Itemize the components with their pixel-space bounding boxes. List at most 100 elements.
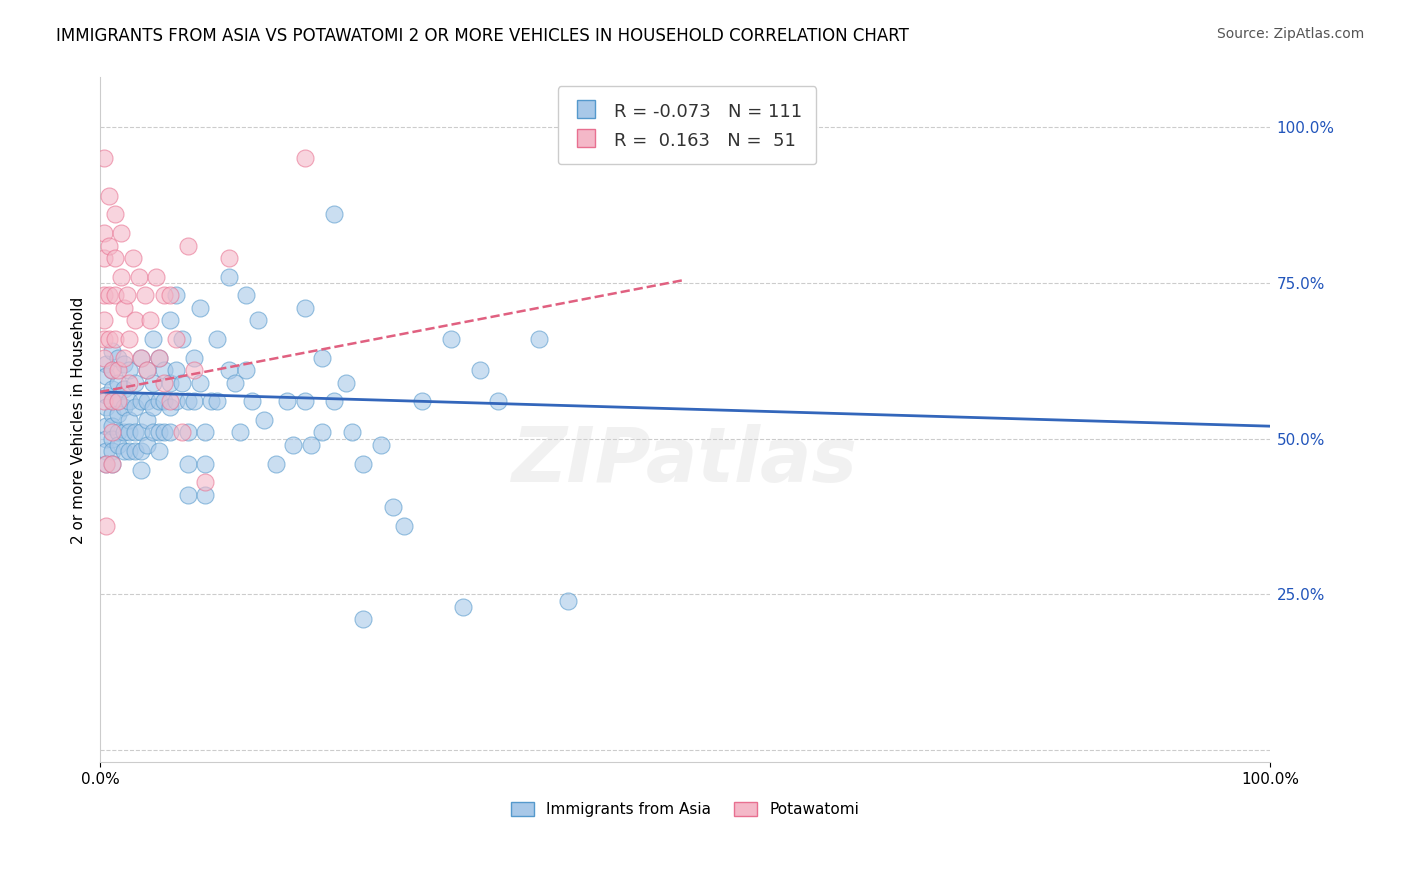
Point	[101, 394, 124, 409]
Point	[153, 363, 176, 377]
Point	[107, 351, 129, 365]
Point	[124, 401, 146, 415]
Point	[165, 363, 187, 377]
Point	[183, 394, 205, 409]
Point	[107, 407, 129, 421]
Point	[93, 251, 115, 265]
Point	[218, 251, 240, 265]
Point	[118, 425, 141, 440]
Point	[135, 363, 157, 377]
Point	[276, 394, 298, 409]
Point	[177, 488, 200, 502]
Point	[112, 425, 135, 440]
Point	[148, 444, 170, 458]
Point	[104, 207, 127, 221]
Point	[112, 301, 135, 315]
Text: Source: ZipAtlas.com: Source: ZipAtlas.com	[1216, 27, 1364, 41]
Point	[135, 394, 157, 409]
Point	[394, 518, 416, 533]
Point	[183, 351, 205, 365]
Point	[148, 351, 170, 365]
Point	[101, 457, 124, 471]
Point	[98, 332, 121, 346]
Point	[101, 457, 124, 471]
Point	[124, 425, 146, 440]
Point	[101, 344, 124, 359]
Y-axis label: 2 or more Vehicles in Household: 2 or more Vehicles in Household	[72, 296, 86, 543]
Point	[148, 425, 170, 440]
Point	[129, 351, 152, 365]
Point	[107, 394, 129, 409]
Point	[142, 401, 165, 415]
Point	[235, 288, 257, 302]
Point	[93, 313, 115, 327]
Point	[134, 288, 156, 302]
Point	[94, 357, 117, 371]
Point	[159, 376, 181, 390]
Point	[112, 382, 135, 396]
Point	[145, 269, 167, 284]
Point	[470, 363, 492, 377]
Point	[299, 438, 322, 452]
Point	[240, 394, 263, 409]
Point	[135, 438, 157, 452]
Point	[370, 438, 392, 452]
Point	[264, 457, 287, 471]
Point	[118, 332, 141, 346]
Point	[118, 444, 141, 458]
Point	[142, 332, 165, 346]
Point	[165, 332, 187, 346]
Point	[294, 152, 316, 166]
Point	[112, 444, 135, 458]
Point	[101, 444, 124, 458]
Point	[94, 444, 117, 458]
Point	[177, 394, 200, 409]
Point	[352, 457, 374, 471]
Point	[148, 351, 170, 365]
Point	[159, 394, 181, 409]
Point	[94, 388, 117, 402]
Point	[101, 363, 124, 377]
Point	[129, 463, 152, 477]
Point	[129, 394, 152, 409]
Point	[165, 288, 187, 302]
Point	[486, 394, 509, 409]
Point	[194, 457, 217, 471]
Point	[118, 413, 141, 427]
Point	[335, 376, 357, 390]
Point	[112, 401, 135, 415]
Point	[170, 425, 193, 440]
Point	[107, 425, 129, 440]
Point	[200, 394, 222, 409]
Point	[115, 288, 138, 302]
Point	[294, 394, 316, 409]
Point	[107, 438, 129, 452]
Point	[142, 376, 165, 390]
Point	[411, 394, 433, 409]
Point	[323, 394, 346, 409]
Point	[104, 288, 127, 302]
Point	[118, 394, 141, 409]
Point	[340, 425, 363, 440]
Point	[183, 363, 205, 377]
Point	[170, 376, 193, 390]
Point	[235, 363, 257, 377]
Point	[451, 599, 474, 614]
Point	[281, 438, 304, 452]
Point	[381, 500, 404, 515]
Point	[110, 226, 132, 240]
Point	[188, 376, 211, 390]
Point	[205, 332, 228, 346]
Legend: Immigrants from Asia, Potawatomi: Immigrants from Asia, Potawatomi	[505, 796, 865, 823]
Point	[177, 425, 200, 440]
Point	[323, 207, 346, 221]
Point	[177, 238, 200, 252]
Point	[170, 332, 193, 346]
Point	[101, 425, 124, 440]
Point	[153, 425, 176, 440]
Point	[101, 394, 124, 409]
Point	[153, 376, 176, 390]
Point	[98, 238, 121, 252]
Point	[129, 351, 152, 365]
Text: ZIPatlas: ZIPatlas	[512, 424, 858, 498]
